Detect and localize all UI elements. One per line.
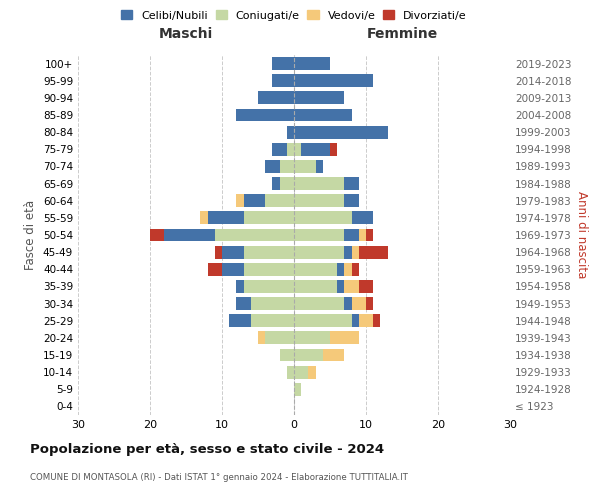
Bar <box>294 194 344 207</box>
Bar <box>294 228 344 241</box>
Bar <box>352 246 359 258</box>
Bar <box>150 228 164 241</box>
Bar <box>244 246 294 258</box>
Bar <box>236 280 244 293</box>
Bar <box>294 332 330 344</box>
Text: Femmine: Femmine <box>367 28 437 42</box>
Bar <box>359 246 388 258</box>
Bar <box>344 280 359 293</box>
Bar <box>344 263 352 276</box>
Bar <box>280 160 294 173</box>
Bar <box>236 194 244 207</box>
Bar <box>294 92 344 104</box>
Bar <box>265 332 294 344</box>
Bar <box>344 194 359 207</box>
Text: Maschi: Maschi <box>159 28 213 42</box>
Bar <box>294 348 323 362</box>
Bar <box>244 212 294 224</box>
Bar <box>164 228 215 241</box>
Bar <box>208 263 222 276</box>
Bar <box>344 246 352 258</box>
Bar <box>215 246 222 258</box>
Bar <box>294 280 337 293</box>
Y-axis label: Fasce di età: Fasce di età <box>25 200 37 270</box>
Bar <box>272 57 294 70</box>
Bar <box>244 280 294 293</box>
Bar <box>359 228 366 241</box>
Bar <box>287 143 294 156</box>
Bar <box>323 348 344 362</box>
Bar <box>244 194 265 207</box>
Bar <box>352 297 366 310</box>
Bar <box>294 177 344 190</box>
Bar <box>344 297 352 310</box>
Bar <box>272 143 287 156</box>
Bar <box>359 280 373 293</box>
Bar <box>258 332 265 344</box>
Bar <box>294 74 373 87</box>
Bar <box>287 126 294 138</box>
Bar <box>294 212 352 224</box>
Text: COMUNE DI MONTASOLA (RI) - Dati ISTAT 1° gennaio 2024 - Elaborazione TUTTITALIA.: COMUNE DI MONTASOLA (RI) - Dati ISTAT 1°… <box>30 472 408 482</box>
Bar <box>294 126 388 138</box>
Bar <box>200 212 208 224</box>
Bar <box>265 194 294 207</box>
Bar <box>229 314 251 327</box>
Bar <box>294 246 344 258</box>
Bar <box>208 212 244 224</box>
Bar <box>287 366 294 378</box>
Bar <box>272 74 294 87</box>
Bar <box>244 263 294 276</box>
Bar <box>344 177 359 190</box>
Bar <box>215 228 294 241</box>
Bar <box>251 297 294 310</box>
Bar <box>280 348 294 362</box>
Bar <box>294 263 337 276</box>
Bar <box>373 314 380 327</box>
Bar <box>316 160 323 173</box>
Bar <box>294 57 330 70</box>
Legend: Celibi/Nubili, Coniugati/e, Vedovi/e, Divorziati/e: Celibi/Nubili, Coniugati/e, Vedovi/e, Di… <box>121 10 467 20</box>
Bar <box>294 366 308 378</box>
Bar <box>344 228 359 241</box>
Bar <box>337 280 344 293</box>
Bar <box>337 263 344 276</box>
Bar <box>301 143 330 156</box>
Bar <box>352 212 373 224</box>
Bar <box>352 263 359 276</box>
Bar <box>251 314 294 327</box>
Bar <box>294 314 352 327</box>
Bar <box>294 143 301 156</box>
Bar <box>366 297 373 310</box>
Bar <box>280 177 294 190</box>
Bar <box>308 366 316 378</box>
Bar <box>222 263 244 276</box>
Y-axis label: Anni di nascita: Anni di nascita <box>575 192 588 278</box>
Bar <box>294 108 352 122</box>
Bar <box>236 108 294 122</box>
Bar <box>294 160 316 173</box>
Bar <box>366 228 373 241</box>
Bar <box>258 92 294 104</box>
Bar <box>222 246 244 258</box>
Bar <box>236 297 251 310</box>
Bar <box>330 143 337 156</box>
Bar <box>294 383 301 396</box>
Bar <box>359 314 373 327</box>
Bar <box>272 177 280 190</box>
Bar <box>352 314 359 327</box>
Bar <box>330 332 359 344</box>
Bar <box>265 160 280 173</box>
Bar <box>294 297 344 310</box>
Text: Popolazione per età, sesso e stato civile - 2024: Popolazione per età, sesso e stato civil… <box>30 442 384 456</box>
